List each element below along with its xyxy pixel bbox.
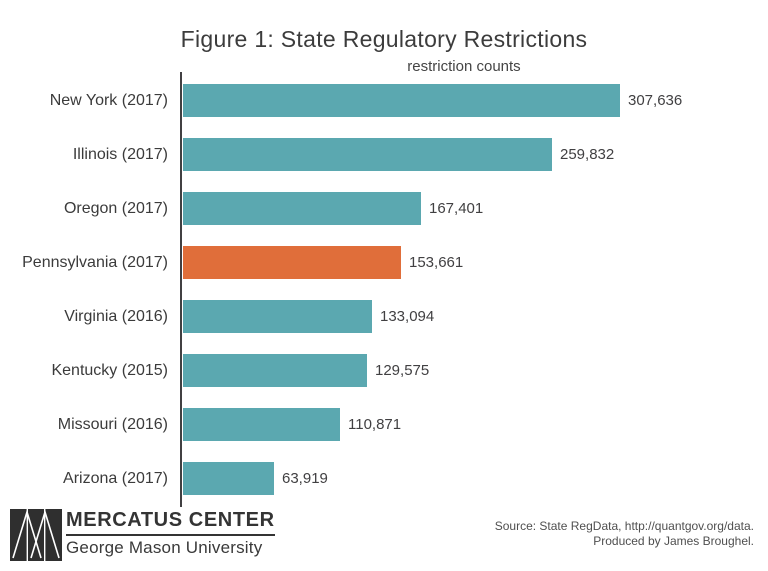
bar-virginia	[183, 300, 372, 333]
chart-row: Virginia (2016) 133,094	[0, 300, 768, 354]
category-label: Illinois (2017)	[72, 146, 168, 163]
bar-rows: New York (2017) 307,636 Illinois (2017) …	[0, 84, 768, 516]
chart-row: New York (2017) 307,636	[0, 84, 768, 138]
source-attribution: Source: State RegData, http://quantgov.o…	[495, 519, 754, 549]
chart-row: Arizona (2017) 63,919	[0, 462, 768, 516]
value-label: 110,871	[348, 416, 402, 433]
category-label: Pennsylvania (2017)	[22, 254, 168, 271]
category-label: Virginia (2016)	[64, 308, 168, 325]
y-axis-line	[180, 72, 182, 507]
value-label: 167,401	[429, 200, 484, 217]
value-label: 153,661	[409, 254, 464, 271]
bar-oregon	[183, 192, 421, 225]
value-label: 133,094	[380, 308, 435, 325]
figure-title: Figure 1: State Regulatory Restrictions	[180, 26, 588, 52]
bar-arizona	[183, 462, 274, 495]
value-label: 129,575	[375, 362, 430, 379]
axis-title: restriction counts	[407, 58, 521, 75]
bar-illinois	[183, 138, 552, 171]
bar-pennsylvania	[183, 246, 401, 279]
mercatus-logo-icon	[10, 509, 62, 561]
value-label: 307,636	[628, 92, 683, 109]
category-label: New York (2017)	[49, 92, 168, 109]
value-label: 63,919	[282, 470, 328, 487]
source-line-1: Source: State RegData, http://quantgov.o…	[494, 519, 754, 533]
category-label: Oregon (2017)	[63, 200, 168, 217]
bar-kentucky	[183, 354, 367, 387]
value-label: 259,832	[560, 146, 615, 163]
logo-secondary-text: George Mason University	[66, 538, 263, 557]
logo-primary-text: MERCATUS CENTER	[66, 509, 275, 536]
category-label: Missouri (2016)	[57, 416, 168, 433]
category-label: Arizona (2017)	[63, 470, 168, 487]
logo-text-block: MERCATUS CENTER George Mason University	[66, 509, 275, 558]
source-line-2: Produced by James Broughel.	[593, 534, 754, 548]
chart-row: Missouri (2016) 110,871	[0, 408, 768, 462]
chart-row: Pennsylvania (2017) 153,661	[0, 246, 768, 300]
category-label: Kentucky (2015)	[51, 362, 168, 379]
chart-row: Kentucky (2015) 129,575	[0, 354, 768, 408]
chart-row: Oregon (2017) 167,401	[0, 192, 768, 246]
bar-missouri	[183, 408, 340, 441]
bar-new-york	[183, 84, 620, 117]
chart-row: Illinois (2017) 259,832	[0, 138, 768, 192]
